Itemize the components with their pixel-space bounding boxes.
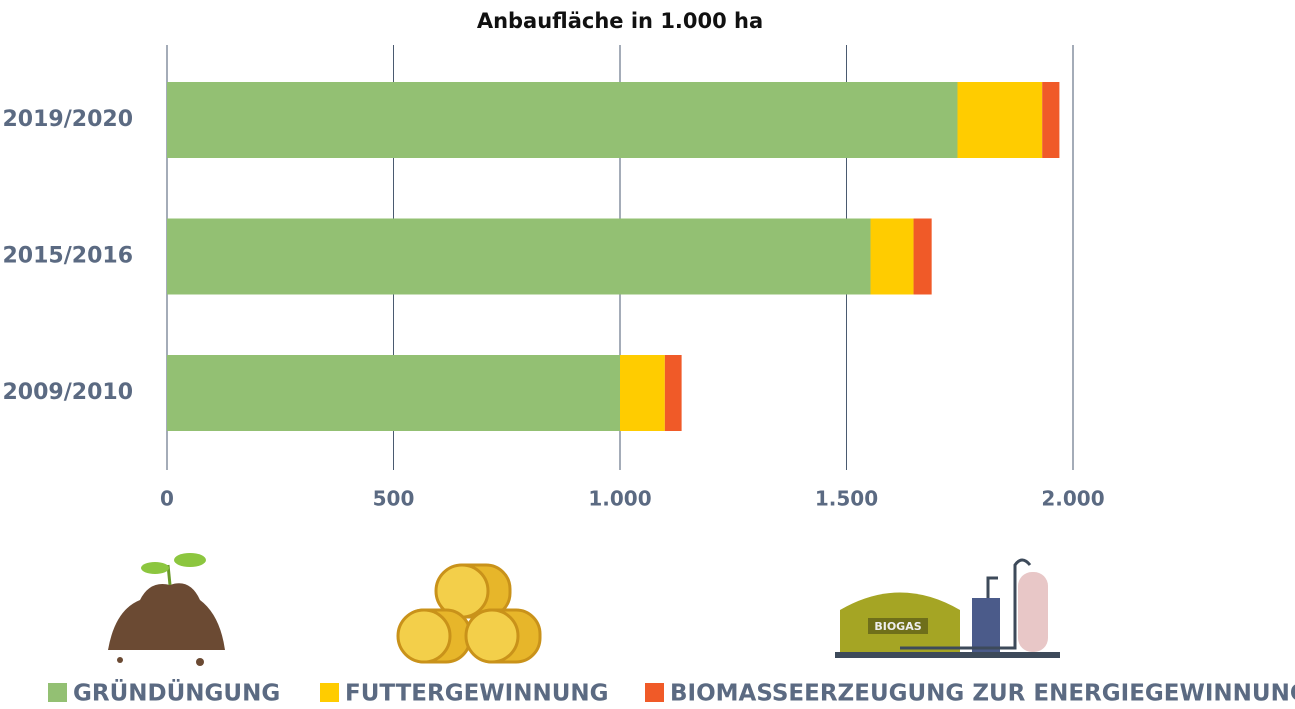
y-tick-label: 2015/2016 — [3, 244, 134, 269]
biogas-icon: BIOGAS — [835, 558, 1060, 658]
bar-segment — [620, 355, 665, 431]
x-tick-label: 1.500 — [815, 487, 878, 511]
y-tick-label: 2009/2010 — [3, 380, 134, 405]
legend-swatch — [320, 683, 339, 702]
hay-icon — [396, 563, 542, 664]
legend-label: GRÜNDÜNGUNG — [73, 679, 280, 707]
icon-text: BIOGAS — [874, 620, 921, 633]
bar-segment — [167, 82, 958, 158]
legend: GRÜNDÜNGUNG FUTTERGEWINNUNG BIOMASSEERZEUG… — [48, 679, 1295, 707]
x-tick-label: 500 — [373, 487, 415, 511]
x-tick-label: 2.000 — [1041, 487, 1104, 511]
bar-segment — [167, 218, 871, 295]
soil-icon — [108, 553, 225, 666]
x-tick-label: 1.000 — [588, 487, 651, 511]
bars-layer: 2019/2020 2015/2016 2009/2010 — [3, 82, 1060, 431]
x-tick-label: 0 — [160, 487, 174, 511]
y-tick-label: 2019/2020 — [3, 107, 134, 132]
chart-title: Anbaufläche in 1.000 ha — [477, 9, 763, 33]
bar-segment — [1042, 82, 1060, 158]
legend-label: FUTTERGEWINNUNG — [345, 681, 609, 707]
legend-swatch — [645, 683, 664, 702]
bar-segment — [167, 355, 620, 431]
bar-segment — [913, 218, 932, 295]
legend-label: BIOMASSEERZEUGUNG ZUR ENERGIEGEWINNUNG — [670, 681, 1295, 707]
bar-segment — [870, 218, 914, 295]
bar-segment — [957, 82, 1043, 158]
legend-swatch — [48, 683, 67, 702]
bar-segment — [664, 355, 682, 431]
